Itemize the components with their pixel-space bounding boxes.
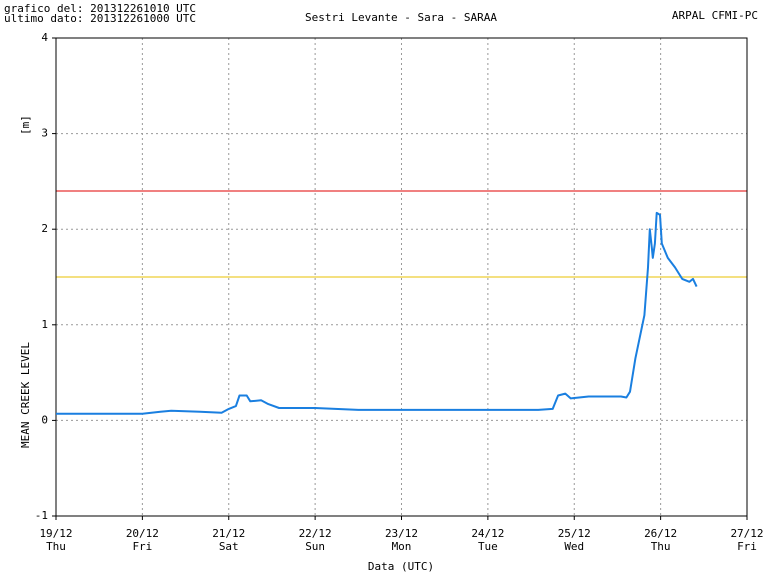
x-tick-weekday: Wed — [564, 540, 584, 553]
x-tick-weekday: Mon — [392, 540, 412, 553]
x-tick-label: 22/12 — [299, 527, 332, 540]
x-tick-label: 25/12 — [558, 527, 591, 540]
x-tick-weekday: Thu — [651, 540, 671, 553]
header-right: ARPAL CFMI-PC — [672, 9, 758, 22]
x-axis-label: Data (UTC) — [368, 560, 434, 573]
y-unit-label: [m] — [19, 115, 32, 135]
y-tick-label: 1 — [41, 318, 48, 331]
y-axis-label: MEAN CREEK LEVEL — [19, 342, 32, 448]
header-left: grafico del: 201312261010 UTC — [4, 2, 196, 15]
x-tick-label: 27/12 — [730, 527, 763, 540]
x-tick-weekday: Fri — [737, 540, 757, 553]
chart-title: Sestri Levante - Sara - SARAA — [305, 11, 497, 24]
y-tick-label: 0 — [41, 413, 48, 426]
y-tick-label: 3 — [41, 127, 48, 140]
data-line — [56, 211, 698, 415]
y-tick-label: 4 — [41, 31, 48, 44]
x-tick-weekday: Sun — [305, 540, 325, 553]
x-tick-label: 26/12 — [644, 527, 677, 540]
y-tick-label: 2 — [41, 222, 48, 235]
header-left: ultimo dato: 201312261000 UTC — [4, 12, 196, 25]
plot-frame — [55, 37, 748, 517]
x-tick-label: 24/12 — [471, 527, 504, 540]
x-tick-label: 19/12 — [39, 527, 72, 540]
x-tick-label: 23/12 — [385, 527, 418, 540]
x-tick-weekday: Sat — [219, 540, 239, 553]
x-tick-weekday: Tue — [478, 540, 498, 553]
x-tick-weekday: Thu — [46, 540, 66, 553]
x-tick-weekday: Fri — [132, 540, 152, 553]
x-tick-label: 20/12 — [126, 527, 159, 540]
x-tick-label: 21/12 — [212, 527, 245, 540]
y-tick-label: -1 — [35, 509, 48, 522]
